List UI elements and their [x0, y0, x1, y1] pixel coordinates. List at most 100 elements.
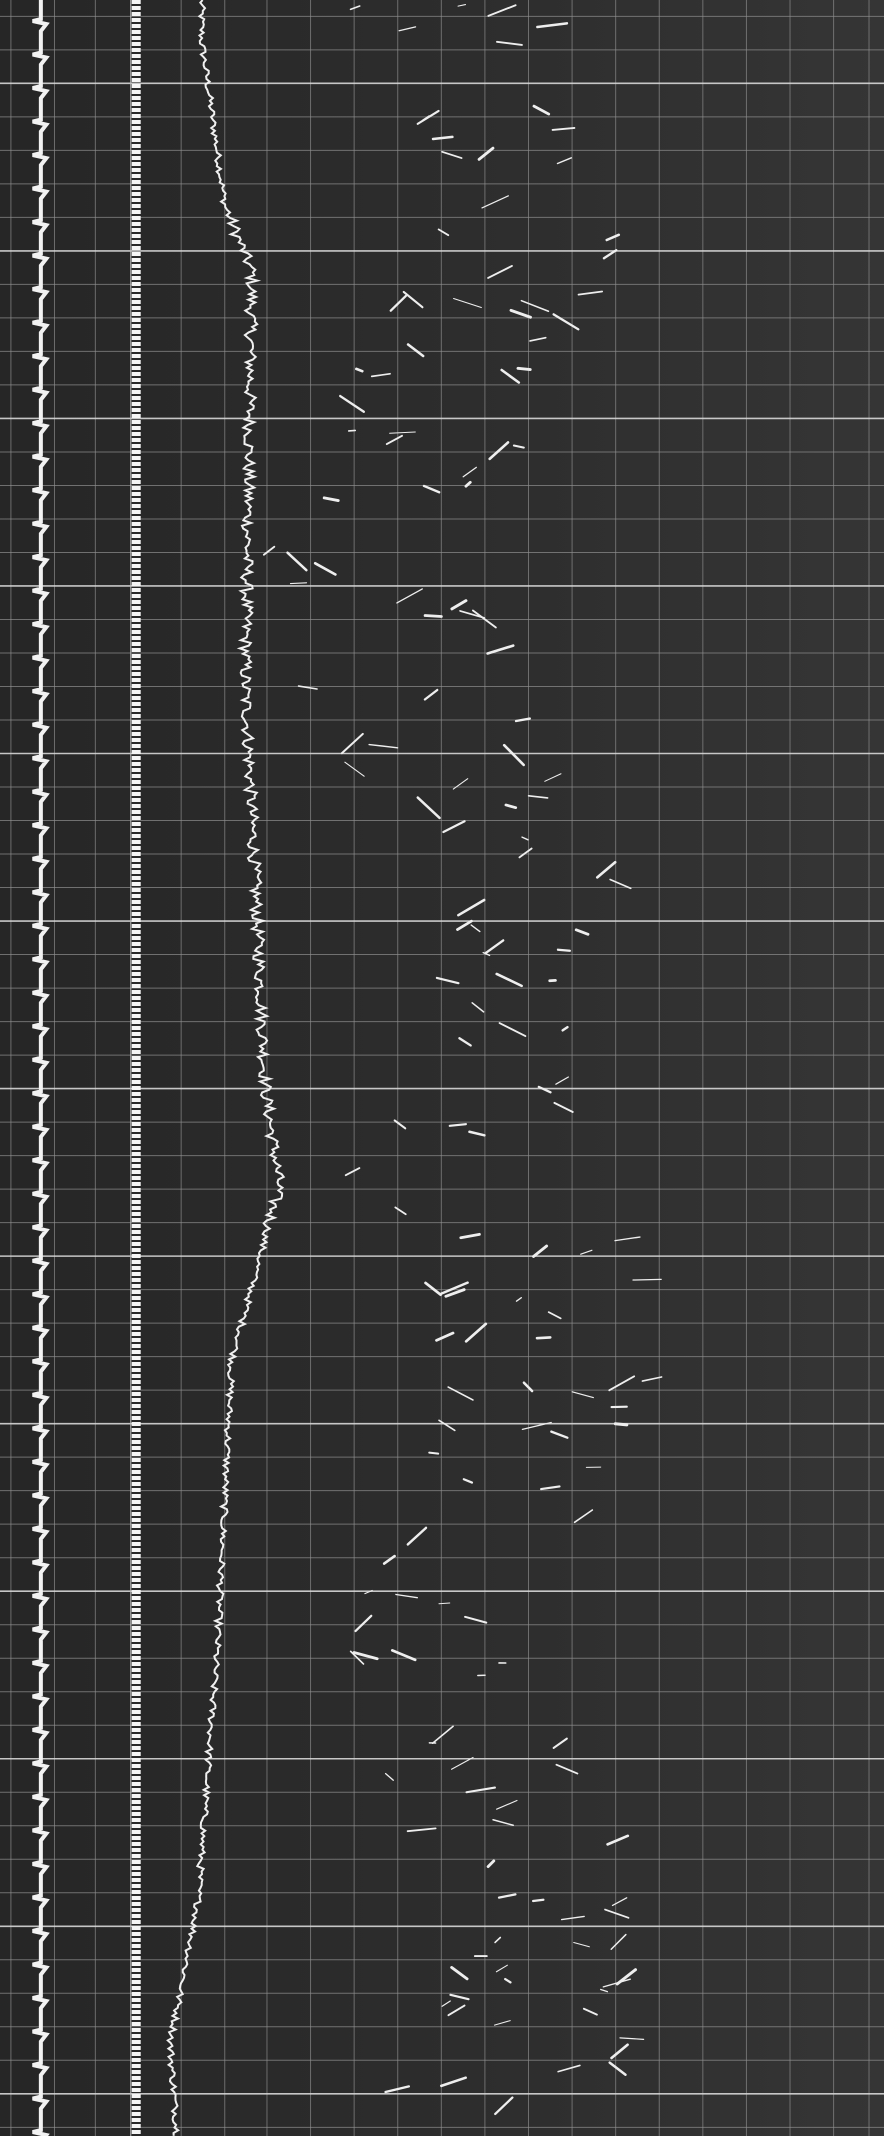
trace-fragment: [486, 644, 515, 655]
trace-fragment: [344, 761, 365, 777]
trace-fragment: [354, 1614, 373, 1633]
trace-fragment: [385, 434, 403, 446]
trace-fragment: [471, 609, 497, 629]
trace-fragment: [462, 466, 477, 478]
trace-fragment: [468, 1130, 486, 1137]
main-trace: [166, 0, 286, 2136]
trace-fragment: [494, 1936, 502, 1944]
trace-fragment: [416, 796, 441, 820]
trace-fragment: [355, 367, 364, 373]
trace-fragment: [502, 743, 525, 767]
trace-fragment: [389, 294, 407, 312]
trace-fragment: [462, 1478, 474, 1484]
trace-fragment: [431, 135, 454, 141]
trace-fragment: [448, 1123, 467, 1127]
trace-fragment: [442, 820, 466, 834]
trace-fragment: [547, 1311, 562, 1320]
trace-fragment: [431, 1725, 454, 1745]
trace-fragment: [450, 599, 468, 611]
trace-fragment: [457, 4, 467, 7]
trace-fragment: [444, 1288, 466, 1298]
trace-fragment: [286, 551, 308, 572]
trace-fragment: [632, 1278, 662, 1281]
trace-fragment: [416, 109, 440, 125]
trace-fragment: [520, 299, 550, 313]
trace-fragment: [464, 480, 472, 488]
trace-fragment: [619, 2037, 645, 2040]
trace-fragment: [449, 1993, 470, 2001]
trace-fragment: [344, 1167, 361, 1177]
trace-fragment: [529, 336, 547, 342]
trace-fragment: [487, 4, 517, 17]
trace-fragment: [459, 610, 486, 619]
trace-fragment: [384, 2085, 411, 2094]
trace-fragment: [452, 778, 469, 790]
trace-fragment: [422, 484, 441, 494]
trace-fragment: [488, 441, 510, 461]
trace-fragment: [521, 836, 529, 841]
trace-fragment: [440, 2076, 467, 2088]
trace-fragment: [537, 1085, 552, 1094]
trace-fragment: [464, 1615, 488, 1624]
trace-fragment: [441, 2000, 451, 2007]
trace-fragment: [370, 372, 391, 378]
trace-fragment: [428, 1451, 440, 1455]
trace-fragment: [551, 127, 576, 131]
trace-fragment: [498, 1022, 527, 1038]
trace-fragment: [437, 228, 450, 237]
trace-fragment: [571, 1391, 594, 1399]
trace-fragment: [560, 1915, 585, 1921]
trace-fragment: [582, 2007, 598, 2016]
trace-fragment: [561, 1025, 569, 1032]
trace-fragment: [384, 1772, 394, 1781]
trace-fragment: [494, 2096, 514, 2116]
trace-fragment: [262, 545, 276, 556]
trace-fragment: [424, 1281, 442, 1297]
trace-fragment: [532, 104, 551, 116]
trace-fragment: [441, 150, 463, 159]
trace-fragment: [495, 1964, 508, 1973]
trace-fragment: [608, 2061, 627, 2076]
trace-fragment: [406, 343, 425, 358]
trace-fragment: [497, 1893, 517, 1899]
trace-fragment: [313, 561, 337, 576]
trace-fragment: [440, 1281, 469, 1295]
trace-fragment: [447, 2004, 466, 2017]
trace-fragment: [493, 2020, 511, 2026]
trace-fragment: [487, 264, 513, 279]
trace-fragment: [470, 924, 481, 933]
trace-fragment: [613, 1422, 629, 1427]
trace-fragment: [389, 431, 416, 434]
trace-fragment: [531, 1898, 545, 1903]
trace-fragment: [610, 1933, 627, 1951]
trace-fragment: [518, 847, 533, 859]
trace-fragment: [451, 1756, 474, 1770]
trace-fragment: [573, 1509, 594, 1524]
trace-fragment: [289, 582, 308, 585]
traces: [32, 0, 663, 2136]
trace-fragment: [406, 1827, 437, 1833]
trace-fragment: [514, 717, 532, 723]
trace-fragment: [364, 1589, 373, 1595]
trace-fragment: [453, 297, 482, 309]
trace-fragment: [602, 249, 618, 260]
trace-fragment: [595, 860, 617, 879]
trace-fragment: [556, 157, 573, 165]
trace-fragment: [423, 614, 443, 618]
trace-fragment: [521, 1421, 552, 1431]
trace-fragment: [435, 1331, 455, 1342]
trace-fragment: [504, 1977, 512, 1984]
trace-fragment: [297, 685, 318, 690]
trace-fragment: [349, 1650, 365, 1665]
trace-fragment: [447, 1386, 474, 1401]
trace-fragment: [458, 1037, 472, 1047]
trace-fragment: [540, 1485, 561, 1491]
trace-fragment: [423, 688, 439, 701]
trace-fragment: [481, 195, 509, 209]
trace-fragment: [550, 1430, 569, 1439]
trace-fragment: [339, 394, 366, 413]
trace-fragment: [340, 732, 364, 755]
